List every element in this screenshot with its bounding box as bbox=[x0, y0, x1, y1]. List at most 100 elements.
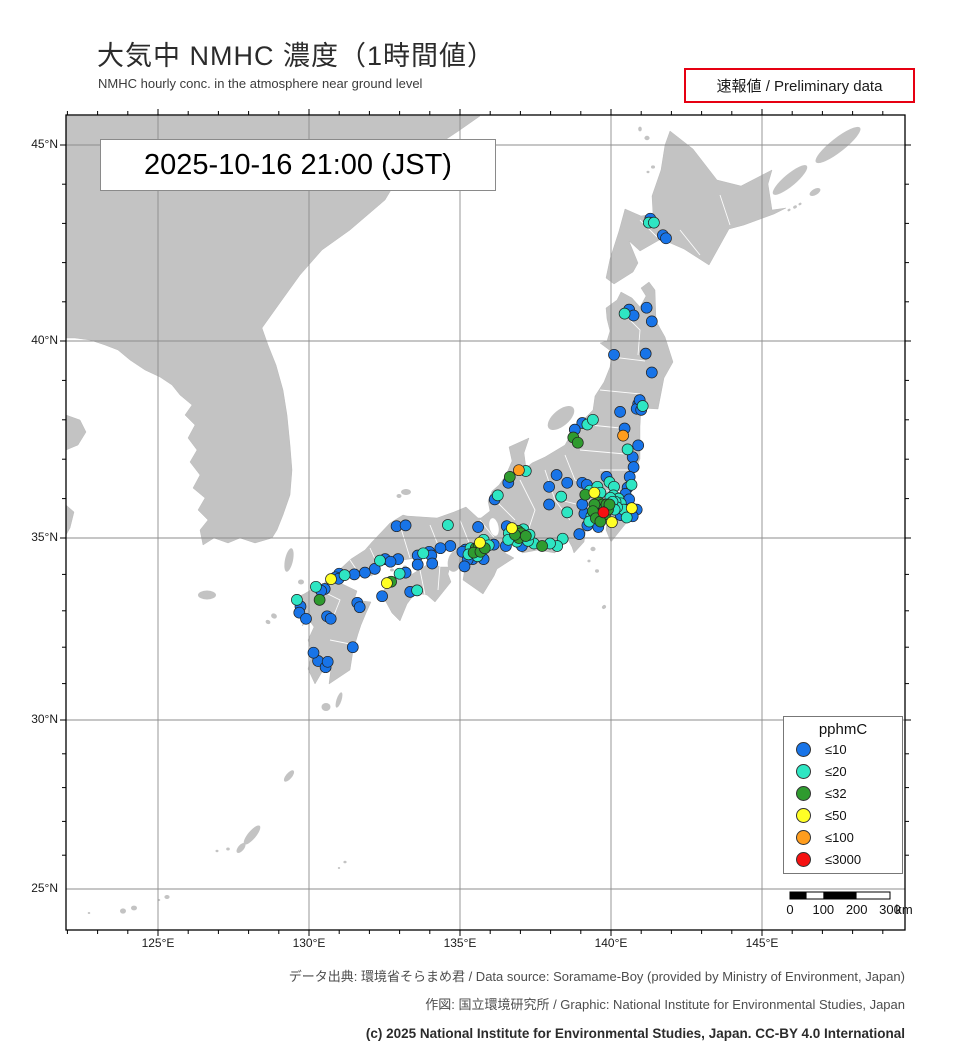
station-dot bbox=[621, 443, 634, 456]
station-dot bbox=[597, 506, 610, 519]
station-dot bbox=[384, 555, 397, 568]
island bbox=[390, 568, 394, 572]
page-title: 大気中 NMHC 濃度（1時間値） bbox=[97, 41, 496, 71]
landmass bbox=[66, 504, 75, 536]
station-dot bbox=[399, 519, 412, 532]
station-dot bbox=[550, 469, 563, 481]
map-frame bbox=[65, 114, 906, 931]
island bbox=[198, 590, 216, 600]
legend-item-label: ≤3000 bbox=[825, 851, 862, 867]
lat-tick-label: 45°N bbox=[31, 137, 58, 151]
station-dot bbox=[442, 519, 454, 531]
island bbox=[651, 165, 655, 169]
station-dot bbox=[307, 646, 320, 659]
station-dot bbox=[536, 540, 548, 552]
scalebar-label: 200 bbox=[846, 902, 868, 917]
scalebar-label: 300 bbox=[879, 902, 901, 917]
station-dot bbox=[660, 232, 672, 245]
island bbox=[335, 692, 343, 708]
station-dot bbox=[338, 569, 351, 581]
station-dot bbox=[561, 506, 574, 519]
station-dot bbox=[608, 348, 620, 361]
station-dot bbox=[472, 521, 484, 533]
island bbox=[283, 770, 295, 782]
station-dot bbox=[411, 584, 423, 597]
island bbox=[787, 208, 791, 212]
page-subtitle: NMHC hourly conc. in the atmosphere near… bbox=[98, 76, 423, 91]
lon-tick-label: 130°E bbox=[292, 936, 326, 950]
station-dot bbox=[576, 498, 589, 511]
station-dot bbox=[625, 478, 638, 491]
island bbox=[243, 825, 261, 845]
station-dot bbox=[300, 612, 312, 625]
station-dot bbox=[588, 486, 601, 499]
station-dot bbox=[324, 612, 337, 625]
island bbox=[809, 188, 821, 196]
legend: pphmC ≤10 ≤20 ≤32 ≤50 ≤100 ≤3000 bbox=[783, 716, 903, 874]
prefecture-border bbox=[419, 569, 426, 596]
scalebar-label: 100 bbox=[812, 902, 834, 917]
island bbox=[772, 165, 808, 195]
legend-item: ≤20 bbox=[784, 760, 902, 782]
island bbox=[644, 135, 650, 141]
island bbox=[638, 126, 642, 132]
legend-color-dot bbox=[796, 763, 811, 779]
station-dot bbox=[376, 590, 388, 603]
lon-tick-label: 145°E bbox=[745, 936, 779, 950]
scalebar-unit: km bbox=[895, 902, 912, 917]
legend-color-dot bbox=[796, 851, 811, 867]
station-dot bbox=[571, 436, 584, 449]
legend-item-label: ≤100 bbox=[825, 829, 854, 845]
prefecture-border bbox=[459, 519, 471, 546]
island bbox=[401, 489, 411, 495]
station-dot bbox=[310, 580, 322, 593]
station-dot bbox=[620, 511, 633, 524]
station-dot bbox=[627, 461, 640, 473]
station-dot bbox=[614, 406, 626, 418]
legend-item: ≤100 bbox=[784, 826, 902, 848]
island bbox=[131, 905, 137, 911]
lat-tick-label: 30°N bbox=[31, 712, 58, 726]
lat-tick-label: 40°N bbox=[31, 333, 58, 347]
station-dot bbox=[353, 601, 366, 614]
station-dot bbox=[640, 301, 653, 314]
graphic-credit: 作図: 国立環境研究所 / Graphic: National Institut… bbox=[425, 997, 905, 1012]
prefecture-border bbox=[719, 194, 731, 226]
station-dot bbox=[606, 516, 618, 529]
legend-item: ≤3000 bbox=[784, 848, 902, 870]
island bbox=[164, 895, 170, 899]
scalebar-segment bbox=[790, 892, 807, 899]
station-dot bbox=[632, 439, 645, 452]
station-dot bbox=[618, 307, 631, 320]
station-dot bbox=[519, 530, 532, 542]
scalebar-segment bbox=[823, 892, 857, 899]
legend-color-dot bbox=[796, 785, 811, 801]
lon-tick-label: 135°E bbox=[443, 936, 477, 950]
lat-tick-label: 35°N bbox=[31, 530, 58, 544]
island bbox=[343, 860, 347, 864]
station-dot bbox=[506, 522, 518, 534]
prefecture-border bbox=[399, 524, 411, 559]
station-dot bbox=[573, 528, 586, 540]
island bbox=[793, 205, 797, 209]
station-dot bbox=[291, 594, 303, 606]
station-dot bbox=[381, 577, 393, 589]
landmass bbox=[66, 414, 87, 451]
station-dot bbox=[625, 502, 638, 514]
station-dot bbox=[393, 567, 406, 580]
legend-item: ≤32 bbox=[784, 782, 902, 804]
prefecture-border bbox=[437, 564, 441, 591]
island bbox=[271, 613, 277, 619]
station-dot bbox=[359, 566, 371, 579]
station-dot bbox=[603, 498, 616, 511]
station-dot bbox=[313, 594, 326, 606]
prefecture-border bbox=[599, 389, 641, 395]
station-dot bbox=[458, 560, 471, 573]
preliminary-badge: 速報値 / Preliminary data bbox=[684, 68, 915, 103]
legend-color-dot bbox=[796, 829, 811, 845]
station-dot bbox=[474, 536, 486, 549]
station-dot bbox=[513, 464, 525, 477]
station-dot bbox=[543, 498, 555, 511]
station-dot bbox=[321, 655, 334, 668]
